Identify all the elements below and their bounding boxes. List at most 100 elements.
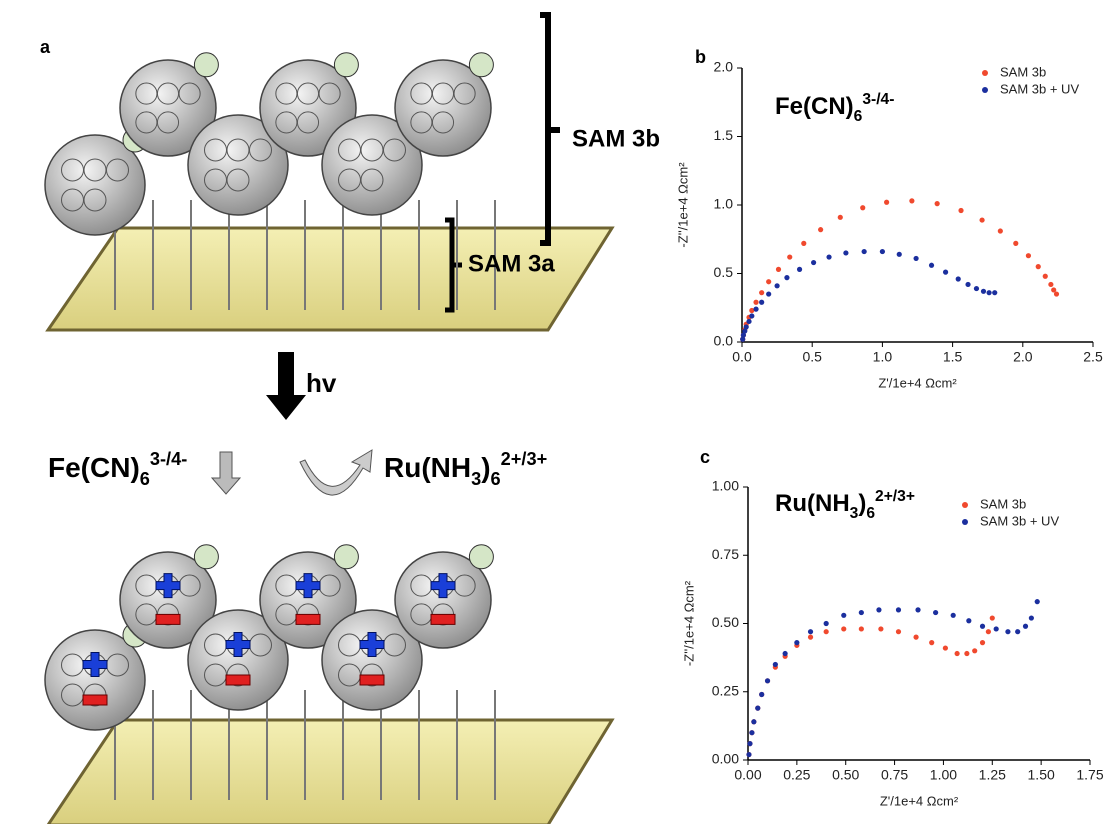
x-tick-label: 0.0 xyxy=(732,349,752,365)
data-point xyxy=(929,640,934,645)
data-point xyxy=(943,270,948,275)
data-point xyxy=(841,626,846,631)
data-point xyxy=(794,640,799,645)
data-point xyxy=(956,276,961,281)
data-point xyxy=(841,613,846,618)
legend-label: SAM 3b xyxy=(980,496,1026,511)
data-point xyxy=(964,651,969,656)
data-point xyxy=(860,205,865,210)
data-point xyxy=(751,719,756,724)
data-point xyxy=(859,610,864,615)
bracket-label: SAM 3a xyxy=(468,250,555,277)
data-point xyxy=(755,706,760,711)
data-point xyxy=(746,752,751,757)
data-point xyxy=(884,200,889,205)
data-point xyxy=(1023,624,1028,629)
legend-label: SAM 3b + UV xyxy=(980,513,1059,528)
legend-marker xyxy=(982,70,988,76)
electron xyxy=(226,675,250,685)
phenyl xyxy=(194,53,218,77)
data-point xyxy=(808,635,813,640)
data-point xyxy=(915,607,920,612)
arrow xyxy=(266,352,306,420)
electron xyxy=(431,614,455,624)
legend-label: SAM 3b xyxy=(1000,64,1046,79)
data-point xyxy=(1043,274,1048,279)
y-axis-label: -Z''/1e+4 Ωcm² xyxy=(681,580,696,666)
text-part: 6 xyxy=(491,469,501,489)
data-point xyxy=(987,290,992,295)
data-point xyxy=(955,651,960,656)
data-point xyxy=(972,648,977,653)
y-tick-label: 2.0 xyxy=(714,59,734,75)
electron xyxy=(360,675,384,685)
y-tick-label: 1.5 xyxy=(714,127,734,143)
data-point xyxy=(808,629,813,634)
x-tick-label: 1.50 xyxy=(1028,767,1055,783)
text-part: 2+/3+ xyxy=(501,449,548,469)
x-axis-label: Z'/1e+4 Ωcm² xyxy=(880,793,959,808)
text-part: 2+/3+ xyxy=(875,488,915,505)
x-tick-label: 2.5 xyxy=(1083,349,1103,365)
data-point xyxy=(929,263,934,268)
data-point xyxy=(876,607,881,612)
x-tick-label: 0.5 xyxy=(802,349,822,365)
x-tick-label: 1.5 xyxy=(943,349,963,365)
x-tick-label: 0.75 xyxy=(881,767,908,783)
reactant: Ru(NH3)62+/3+ xyxy=(384,449,547,489)
data-point xyxy=(896,629,901,634)
data-point xyxy=(1026,253,1031,258)
y-tick-label: 1.00 xyxy=(712,478,739,494)
data-point xyxy=(843,250,848,255)
data-point xyxy=(992,290,997,295)
data-point xyxy=(746,319,751,324)
data-point xyxy=(749,730,754,735)
data-point xyxy=(775,283,780,288)
text-part: ) xyxy=(858,490,866,517)
x-tick-label: 1.00 xyxy=(930,767,957,783)
y-tick-label: 1.0 xyxy=(714,196,734,212)
data-point xyxy=(943,645,948,650)
y-tick-label: 0.5 xyxy=(714,264,734,280)
data-point xyxy=(966,618,971,623)
data-point xyxy=(909,198,914,203)
data-point xyxy=(1048,282,1053,287)
data-point xyxy=(980,624,985,629)
legend-marker xyxy=(962,502,968,508)
data-point xyxy=(776,267,781,272)
data-point xyxy=(981,289,986,294)
x-tick-label: 2.0 xyxy=(1013,349,1033,365)
text-part: 3 xyxy=(850,505,859,522)
text-part: ) xyxy=(481,452,490,483)
data-point xyxy=(913,256,918,261)
data-point xyxy=(998,228,1003,233)
data-point xyxy=(878,626,883,631)
data-point xyxy=(826,254,831,259)
data-point xyxy=(965,282,970,287)
annotation: Ru(NH3)62+/3+ xyxy=(775,488,915,522)
text-part: Fe(CN) xyxy=(775,93,854,120)
data-point xyxy=(951,613,956,618)
electron xyxy=(296,614,320,624)
text-part: Ru(NH xyxy=(775,490,850,517)
data-point xyxy=(935,201,940,206)
data-point xyxy=(994,626,999,631)
text-part: 6 xyxy=(854,108,863,125)
panel-label: b xyxy=(695,47,706,67)
data-point xyxy=(766,279,771,284)
panel-label: a xyxy=(40,37,51,57)
data-point xyxy=(766,291,771,296)
x-tick-label: 0.00 xyxy=(734,767,761,783)
data-point xyxy=(1015,629,1020,634)
data-point xyxy=(773,662,778,667)
data-point xyxy=(862,249,867,254)
data-point xyxy=(980,640,985,645)
phenyl xyxy=(334,53,358,77)
arrow xyxy=(300,450,372,495)
arrow xyxy=(212,452,240,494)
data-point xyxy=(896,607,901,612)
text-part: 3-/4- xyxy=(862,91,894,108)
data-point xyxy=(974,286,979,291)
text-part: Fe(CN) xyxy=(48,452,140,483)
